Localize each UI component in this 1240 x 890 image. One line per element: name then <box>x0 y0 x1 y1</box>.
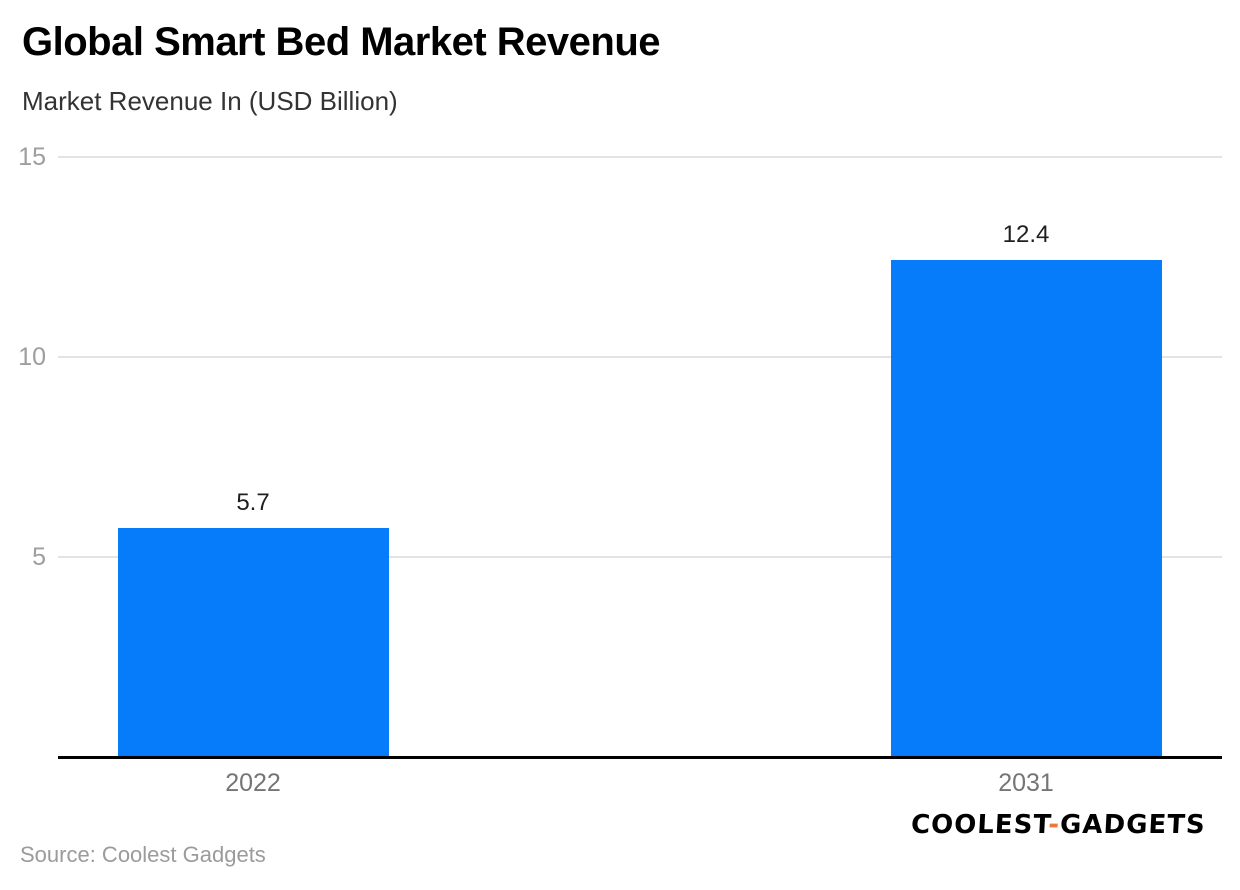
bar-2022 <box>117 528 389 756</box>
plot-area: 5.7 2022 12.4 2031 <box>58 156 1222 797</box>
x-axis-label-2022: 2022 <box>225 769 281 797</box>
gridline-5 <box>58 556 1222 558</box>
bar-2031 <box>890 260 1162 756</box>
gridline-15 <box>58 156 1222 158</box>
value-label-2031: 12.4 <box>1002 221 1050 248</box>
gridline-10 <box>58 356 1222 358</box>
y-tick-label-10: 10 <box>18 343 46 371</box>
brand-logo-part1: COOLEST <box>910 810 1050 840</box>
value-label-2022: 5.7 <box>236 489 270 516</box>
brand-logo-part2: GADGETS <box>1059 810 1207 840</box>
y-tick-label-5: 5 <box>32 543 46 571</box>
chart-title: Global Smart Bed Market Revenue <box>22 20 661 64</box>
source-note: Source: Coolest Gadgets <box>20 842 266 867</box>
x-axis-label-2031: 2031 <box>998 769 1054 797</box>
x-axis-line <box>58 756 1222 759</box>
brand-logo: COOLEST-GADGETS <box>910 810 1206 840</box>
chart-subtitle: Market Revenue In (USD Billion) <box>22 86 398 116</box>
y-tick-label-15: 15 <box>18 143 46 171</box>
